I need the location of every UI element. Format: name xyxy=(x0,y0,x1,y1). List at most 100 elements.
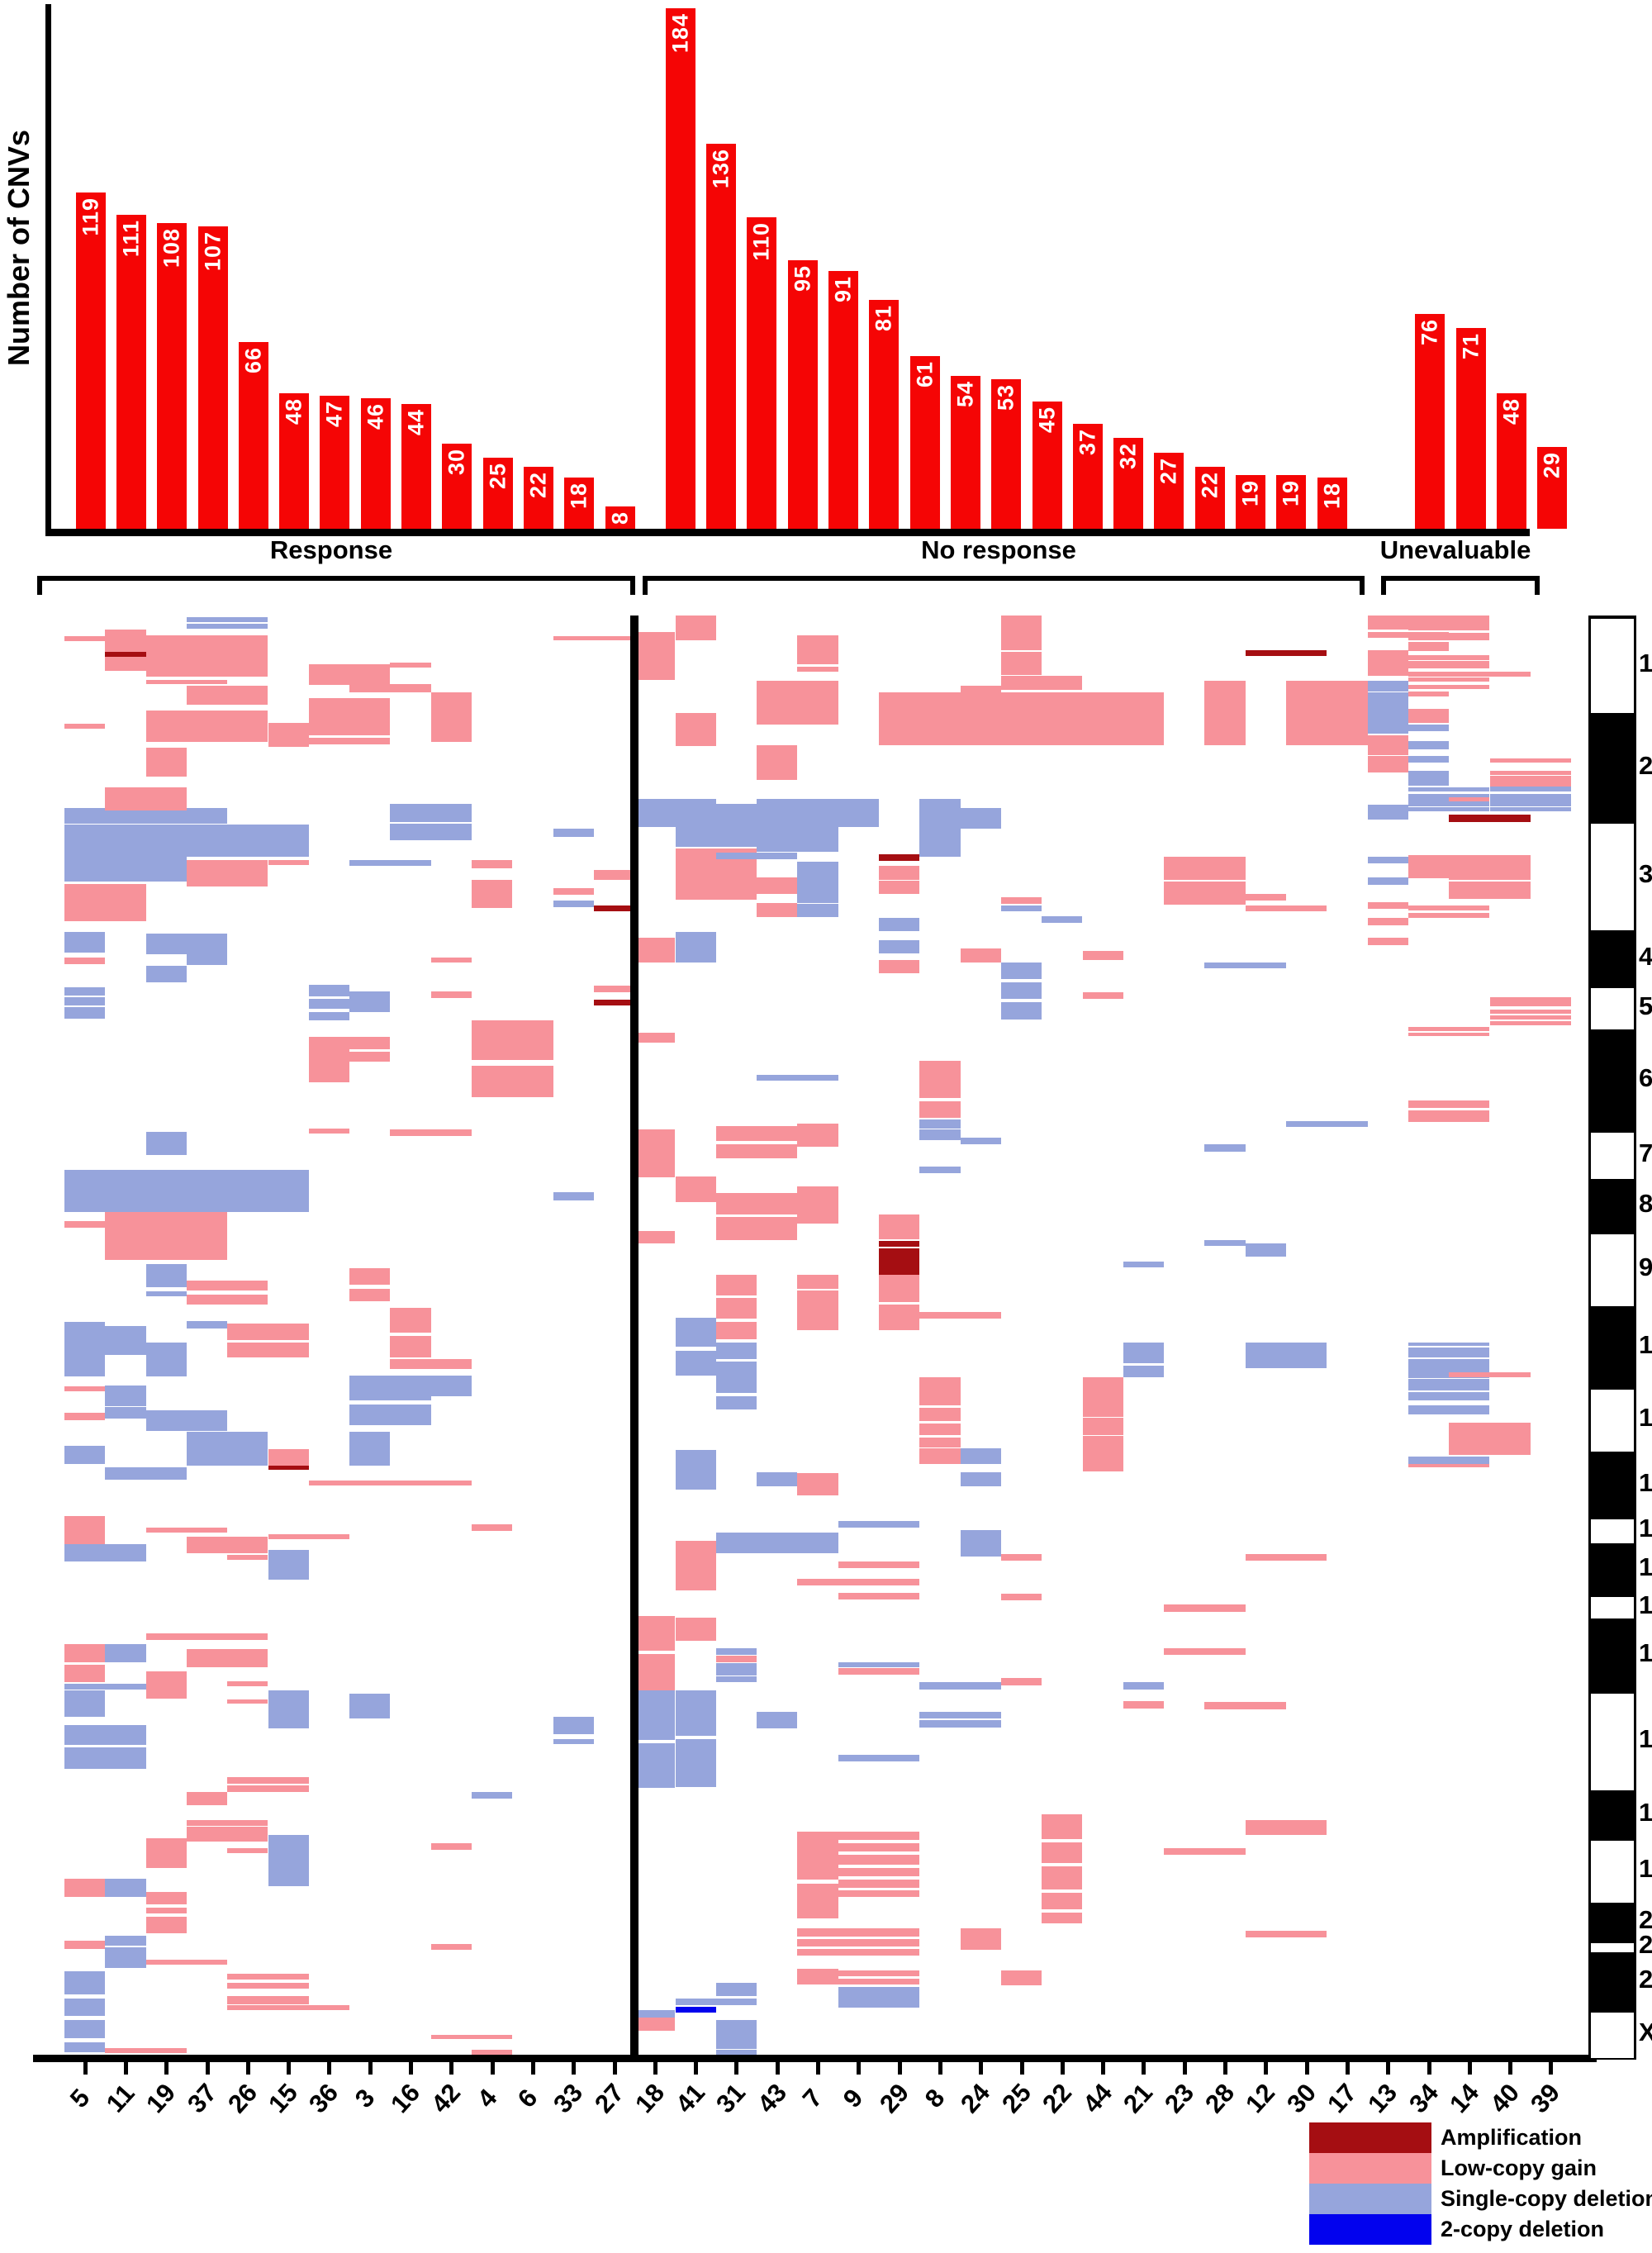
cnv-segment xyxy=(1408,913,1490,918)
cnv-segment xyxy=(1489,794,1572,806)
bar-value-label: 22 xyxy=(525,472,551,499)
cnv-segment xyxy=(838,1662,920,1667)
x-tick xyxy=(1142,2062,1146,2075)
cnv-segment xyxy=(960,686,1001,734)
cnv-segment xyxy=(634,938,676,963)
cnv-segment xyxy=(64,1971,106,1994)
cnv-segment xyxy=(838,1855,920,1865)
bar-value-label: 66 xyxy=(240,347,266,374)
cnv-segment xyxy=(390,1481,472,1485)
cnv-segment xyxy=(919,1682,1001,1690)
sample-label-29: 29 xyxy=(873,2078,914,2119)
cnv-segment xyxy=(1164,1848,1246,1855)
cnv-segment xyxy=(145,1892,187,1904)
cnv-segment xyxy=(349,991,391,1012)
cnv-segment xyxy=(715,1663,757,1670)
cnv-segment xyxy=(186,686,268,705)
cnv-segment xyxy=(1367,938,1408,945)
sample-label-40: 40 xyxy=(1484,2078,1526,2119)
x-tick xyxy=(938,2062,942,2075)
cnv-segment xyxy=(797,635,838,664)
cnv-segment xyxy=(268,723,309,747)
legend-swatch-D xyxy=(1309,2184,1431,2214)
cnv-segment xyxy=(105,1326,146,1355)
x-tick xyxy=(734,2062,739,2075)
cnv-segment xyxy=(64,1879,106,1897)
cnv-segment xyxy=(1204,1144,1246,1152)
cnv-segment xyxy=(472,880,513,908)
cnv-segment xyxy=(1489,997,1572,1006)
cnv-segment xyxy=(960,1472,1001,1486)
bar-value-label: 19 xyxy=(1237,480,1263,507)
cnv-segment xyxy=(838,1521,920,1528)
x-tick xyxy=(694,2062,699,2075)
cnv-bar-sample-40: 29 xyxy=(1537,447,1568,529)
cnv-segment xyxy=(838,1890,920,1897)
cnv-segment xyxy=(64,932,106,953)
cnv-segment xyxy=(1245,905,1327,911)
group-bracket-2 xyxy=(1381,576,1540,595)
cnv-bar-sample-43: 95 xyxy=(787,260,818,529)
sample-label-13: 13 xyxy=(1362,2078,1403,2119)
cnv-bar-sample-18: 184 xyxy=(665,8,695,529)
cnv-segment xyxy=(1408,655,1490,660)
cnv-segment xyxy=(64,997,106,1005)
group-label-2: Unevaluable xyxy=(1379,535,1531,564)
x-tick xyxy=(897,2062,902,2075)
sample-label-37: 37 xyxy=(181,2078,222,2119)
cnv-segment xyxy=(105,1947,146,1968)
cnv-segment xyxy=(1123,1682,1165,1690)
cnv-segment xyxy=(227,1555,268,1560)
cnv-segment xyxy=(268,1690,309,1728)
legend-label-A: Amplification xyxy=(1441,2125,1583,2150)
cnv-segment xyxy=(105,1936,146,1946)
cnv-segment xyxy=(308,1481,391,1485)
cnv-segment xyxy=(1367,877,1408,885)
cnv-segment xyxy=(1449,797,1490,801)
cnv-segment xyxy=(675,1618,716,1641)
cnv-segment xyxy=(757,681,838,725)
cnv-segment xyxy=(675,1176,716,1202)
cnv-segment xyxy=(675,1999,757,2005)
cnv-segment xyxy=(1408,672,1531,677)
cnv-segment xyxy=(960,1530,1001,1557)
cnv-segment xyxy=(1042,1814,1083,1839)
cnv-segment xyxy=(675,1318,716,1347)
cnv-segment xyxy=(715,1362,757,1393)
cnv-segment xyxy=(227,1983,309,1989)
chromosome-band-5 xyxy=(1591,987,1634,1030)
sample-label-16: 16 xyxy=(385,2078,426,2119)
cnv-segment xyxy=(1408,1379,1490,1390)
cnv-segment xyxy=(308,985,350,996)
bar-value-label: 136 xyxy=(708,149,733,189)
cnv-segment xyxy=(64,825,309,857)
cnv-segment xyxy=(430,991,472,998)
cnv-bar-sample-33: 18 xyxy=(564,478,595,529)
cnv-segment xyxy=(1000,1678,1042,1685)
cnv-segment xyxy=(308,664,391,685)
cnv-segment xyxy=(1449,1372,1531,1377)
cnv-segment xyxy=(797,1275,838,1289)
x-tick xyxy=(1182,2062,1187,2075)
cnv-segment xyxy=(1489,787,1572,791)
cnv-segment xyxy=(227,2005,350,2010)
bar-value-label: 22 xyxy=(1197,472,1222,499)
cnv-segment xyxy=(1408,1343,1490,1346)
cnv-segment xyxy=(349,1694,391,1718)
sample-label-25: 25 xyxy=(995,2078,1037,2119)
cnv-segment xyxy=(797,1579,920,1585)
cnv-segment xyxy=(797,1884,838,1918)
cnv-segment xyxy=(1367,650,1408,676)
cnv-segment xyxy=(1042,1913,1083,1923)
sample-label-11: 11 xyxy=(100,2078,140,2118)
sample-label-26: 26 xyxy=(221,2078,263,2119)
cnv-segment xyxy=(593,870,635,880)
cnv-segment xyxy=(64,958,106,964)
cnv-segment xyxy=(349,860,431,866)
cnv-segment xyxy=(1408,771,1450,786)
cnv-segment xyxy=(390,824,472,840)
cnv-segment xyxy=(838,1593,920,1599)
cnv-segment xyxy=(105,2048,187,2053)
group-bracket-1 xyxy=(643,576,1365,595)
